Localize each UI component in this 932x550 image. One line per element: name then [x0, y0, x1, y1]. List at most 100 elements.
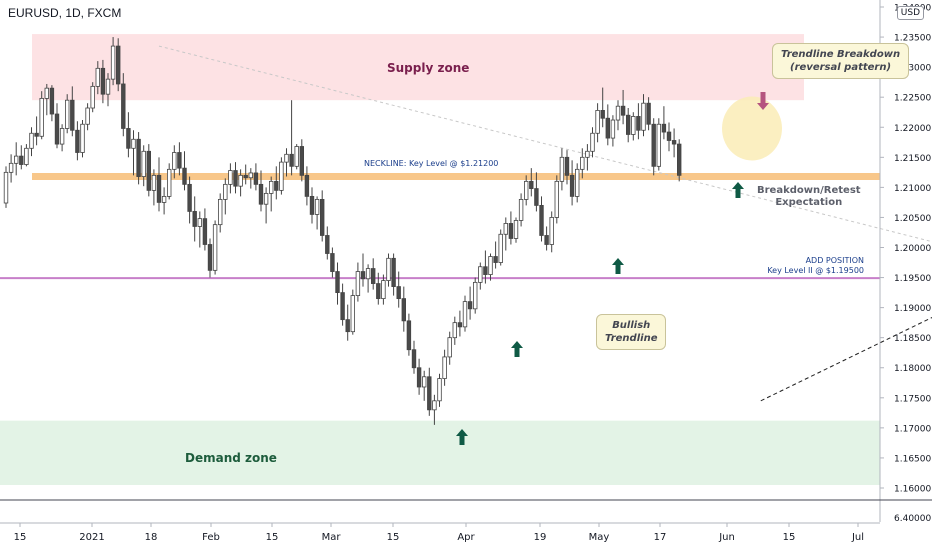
- candle-body: [472, 281, 478, 310]
- bullish-trendline-callout: Bullish Trendline: [596, 314, 667, 350]
- candle-body: [529, 180, 534, 189]
- candle-body: [192, 211, 197, 227]
- candle-body: [518, 199, 524, 221]
- candle-body: [80, 123, 85, 153]
- candle-body: [110, 45, 116, 80]
- candle-body: [65, 99, 70, 129]
- candle-body: [44, 87, 49, 99]
- candle-body: [161, 195, 167, 203]
- candle-body: [595, 110, 600, 134]
- candle-body: [396, 286, 401, 300]
- demand-zone-label: Demand zone: [185, 451, 277, 465]
- candle-body: [381, 280, 386, 300]
- y-tick-label: 1.18000: [894, 364, 931, 374]
- candle-body: [19, 155, 24, 165]
- x-tick-label: 15: [266, 532, 279, 543]
- x-tick-label: 18: [145, 532, 158, 543]
- x-tick-label: 2021: [79, 532, 104, 543]
- candle-body: [350, 295, 355, 333]
- candle-body: [508, 223, 514, 239]
- candle-body: [207, 244, 213, 271]
- y-tick-label: 1.19500: [894, 274, 931, 284]
- candle-body: [304, 174, 310, 197]
- candle-body: [651, 123, 656, 167]
- x-tick-label: Feb: [202, 532, 220, 543]
- x-tick-label: 15: [783, 532, 796, 543]
- x-tick-label: May: [589, 532, 610, 543]
- candle-body: [677, 143, 682, 176]
- candle-body: [452, 322, 457, 339]
- x-tick-label: Apr: [457, 532, 475, 543]
- descending-trendline: [158, 45, 932, 243]
- y-tick-label: 1.17000: [894, 424, 931, 434]
- candle-body: [370, 268, 376, 284]
- candle-body: [177, 152, 182, 169]
- candle-body: [3, 171, 9, 204]
- candle-body: [284, 153, 289, 163]
- y-tick-label: 1.21500: [894, 154, 931, 164]
- candle-body: [105, 78, 111, 95]
- candle-body: [457, 322, 463, 328]
- candle-body: [488, 256, 493, 275]
- candle-body: [432, 400, 437, 411]
- candle-body: [539, 205, 544, 236]
- candle-body: [590, 132, 595, 152]
- candle-body: [600, 110, 605, 119]
- candle-body: [421, 376, 427, 388]
- candle-body: [610, 119, 616, 139]
- candle-body: [620, 105, 626, 116]
- candle-body: [365, 268, 371, 280]
- candle-body: [156, 174, 162, 203]
- y-tick-label: 1.20000: [894, 244, 931, 254]
- candle-body: [427, 376, 432, 411]
- y-tick-label: 1.16000: [894, 484, 931, 494]
- x-tick-label: Mar: [322, 532, 342, 543]
- x-tick-label: 15: [14, 532, 27, 543]
- candle-body: [605, 117, 610, 139]
- candle-body: [615, 105, 621, 121]
- candle-body: [75, 129, 80, 153]
- x-tick-label: 17: [654, 532, 667, 543]
- candle-body: [671, 140, 677, 145]
- candle-body: [294, 146, 299, 167]
- candle-body: [314, 199, 320, 215]
- candle-body: [569, 174, 575, 197]
- y-tick-label: 1.16500: [894, 454, 931, 464]
- candle-body: [187, 183, 192, 212]
- x-tick-label: Jun: [718, 532, 735, 543]
- candle-body: [626, 114, 631, 135]
- candle-body: [238, 174, 243, 187]
- candle-body: [411, 349, 417, 369]
- y-tick-label: 1.21000: [894, 184, 931, 194]
- candle-body: [631, 116, 636, 135]
- breakdown-highlight: [722, 96, 782, 161]
- candle-body: [345, 319, 350, 333]
- x-tick-label: 15: [387, 532, 400, 543]
- candle-body: [39, 97, 44, 137]
- x-tick-label: Jul: [851, 532, 864, 543]
- candle-body: [636, 116, 641, 131]
- add-position-label: ADD POSITION Key Level II @ $1.19500: [767, 256, 864, 275]
- y-tick-label: 1.19000: [894, 304, 931, 314]
- candle-body: [95, 67, 100, 87]
- candle-body: [335, 271, 340, 293]
- candle-body: [100, 67, 106, 95]
- candle-body: [401, 298, 406, 322]
- candle-body: [559, 156, 565, 182]
- candle-body: [478, 266, 483, 283]
- candle-body: [70, 99, 75, 131]
- candle-body: [360, 271, 366, 280]
- candle-body: [549, 217, 554, 245]
- candle-body: [197, 218, 202, 227]
- candle-body: [289, 153, 294, 167]
- candle-body: [121, 83, 126, 129]
- candle-body: [575, 168, 580, 197]
- candle-body: [223, 183, 228, 200]
- demand-zone-area: [0, 420, 880, 485]
- candle-body: [151, 174, 157, 191]
- y-tick-label: 1.23500: [894, 34, 931, 44]
- candle-body: [136, 138, 141, 177]
- candle-body: [340, 292, 345, 321]
- currency-button[interactable]: USD: [896, 6, 924, 20]
